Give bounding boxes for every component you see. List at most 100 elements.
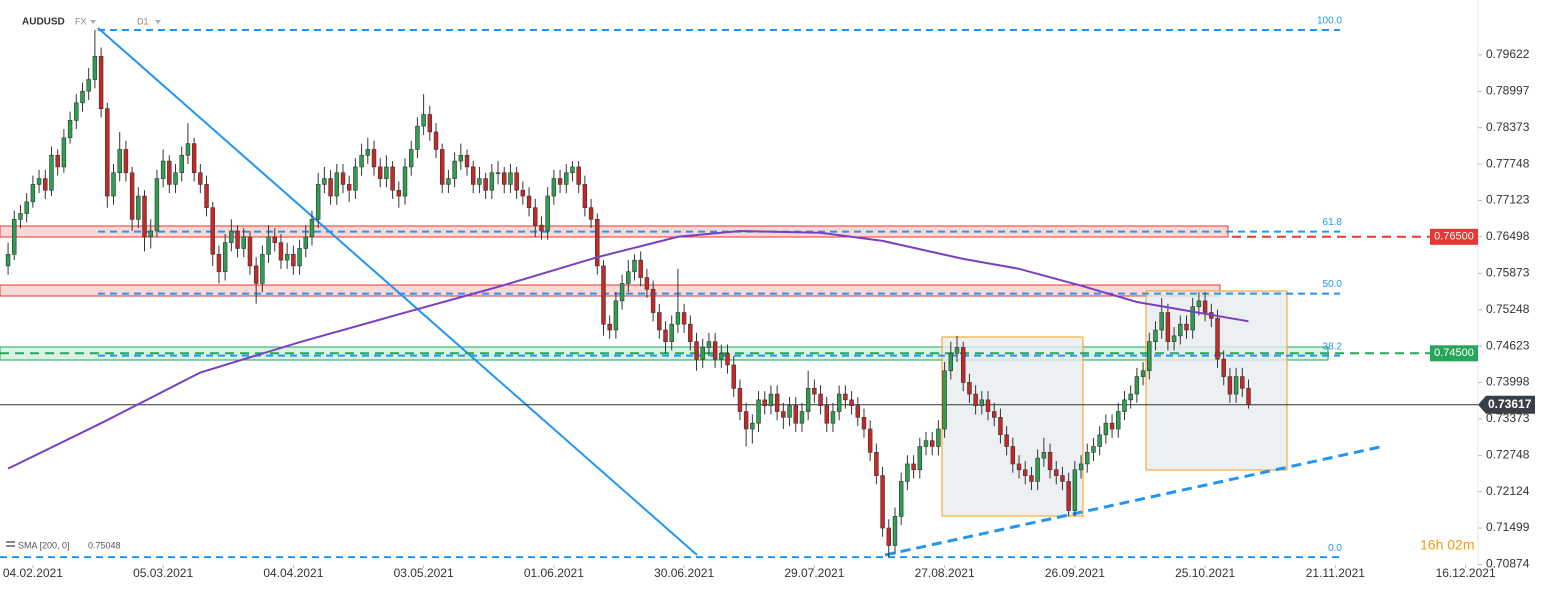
candle-body (291, 253, 296, 267)
candle-body (297, 248, 302, 267)
candle-body (471, 166, 476, 185)
candle-body (49, 154, 54, 191)
symbol: AUDUSD (22, 17, 65, 28)
candle-body (781, 411, 786, 418)
candle-body (929, 440, 935, 447)
candle-body (1060, 475, 1065, 482)
candle-body (836, 393, 842, 412)
candle-body (67, 120, 73, 139)
x-tick-label: 21.11.2021 (1306, 566, 1365, 580)
y-tick-label: 0.73998 (1486, 375, 1530, 389)
candle-body (1202, 300, 1208, 313)
sma-line (7, 229, 1249, 470)
fib-label: 50.0 (1323, 279, 1343, 290)
candle-body (712, 341, 718, 360)
candle-body (328, 178, 333, 197)
candle-body (98, 55, 104, 109)
candle-body (167, 160, 172, 185)
interval[interactable]: D1 (137, 16, 149, 26)
candle-body (253, 265, 259, 284)
candle-body (526, 195, 532, 208)
candle-body (371, 149, 377, 168)
candle-body (520, 189, 526, 197)
candle-body (247, 236, 253, 267)
candle-body (1147, 341, 1152, 372)
candle-body (1091, 446, 1096, 453)
candle-body (880, 475, 885, 529)
candle-body (973, 393, 978, 407)
candle-body (74, 102, 79, 121)
candle-body (191, 143, 197, 174)
candle-body (216, 253, 222, 273)
candle-body (545, 195, 550, 232)
candle-body (1153, 329, 1158, 342)
x-tick-label: 27.08.2021 (915, 566, 975, 580)
candle-body (725, 352, 730, 366)
x-tick-label: 16.12.2021 (1436, 566, 1496, 580)
candle-body (458, 154, 464, 162)
candle-body (278, 242, 284, 261)
candle-body (812, 387, 817, 395)
candle-body (495, 172, 501, 175)
candle-body (222, 242, 228, 273)
candle-body (204, 184, 209, 208)
x-tick-label: 04.04.2021 (263, 566, 323, 580)
candle-body (731, 364, 736, 389)
candle-body (1233, 376, 1239, 395)
candle-body (967, 382, 972, 395)
candle-body (359, 154, 364, 168)
candle-body (936, 428, 941, 447)
candle-body (700, 347, 705, 360)
candle-body (824, 405, 829, 424)
candle-body (136, 195, 141, 220)
candle-body (1054, 469, 1059, 476)
candle-body (750, 422, 755, 430)
candle-body (142, 195, 147, 238)
candle-body (1159, 312, 1164, 331)
y-tick-label: 0.70874 (1486, 557, 1530, 571)
candle-body (80, 90, 85, 104)
candle-body (346, 184, 352, 191)
y-tick-label: 0.71499 (1486, 520, 1530, 534)
candle-body (948, 352, 954, 372)
candle-body (1165, 312, 1171, 342)
candle-body (793, 405, 798, 424)
y-tick-label: 0.78373 (1486, 120, 1530, 134)
candle-body (675, 312, 681, 325)
candle-body (1035, 457, 1040, 482)
x-tick-label: 04.02.2021 (3, 566, 63, 580)
x-tick-label: 30.06.2021 (654, 566, 714, 580)
candle-body (1047, 452, 1053, 471)
candle-body (86, 79, 91, 92)
candle-body (241, 236, 246, 249)
fib-label: 0.0 (1328, 543, 1342, 554)
candle-body (998, 417, 1003, 436)
y-tick-label: 0.75873 (1486, 265, 1530, 279)
dropdown-icon[interactable] (155, 20, 161, 24)
candle-body (1122, 399, 1127, 412)
candle-body (43, 178, 48, 191)
candle-body (1029, 475, 1034, 482)
y-tick-label: 0.74623 (1486, 338, 1530, 352)
candle-body (55, 154, 60, 168)
x-tick-label: 29.07.2021 (784, 566, 844, 580)
last-price-label: 0.73617 (1488, 397, 1532, 411)
indicator-name: SMA [200, 0] (18, 540, 70, 550)
candle-body (377, 166, 383, 179)
dropdown-icon[interactable] (90, 20, 96, 24)
indicator-icon (6, 545, 15, 547)
candle-body (123, 149, 129, 174)
candle-body (92, 55, 98, 80)
candle-body (30, 184, 36, 203)
candle-body (681, 312, 687, 325)
candle-body (365, 149, 371, 156)
trend-line (97, 27, 698, 556)
candle-body (514, 172, 519, 191)
x-tick-label: 26.09.2021 (1045, 566, 1105, 580)
candle-body (464, 154, 470, 168)
pattern-box (941, 336, 1084, 517)
x-tick-label: 05.03.2021 (133, 566, 193, 580)
candle-body (892, 516, 898, 546)
candle-body (446, 178, 451, 185)
